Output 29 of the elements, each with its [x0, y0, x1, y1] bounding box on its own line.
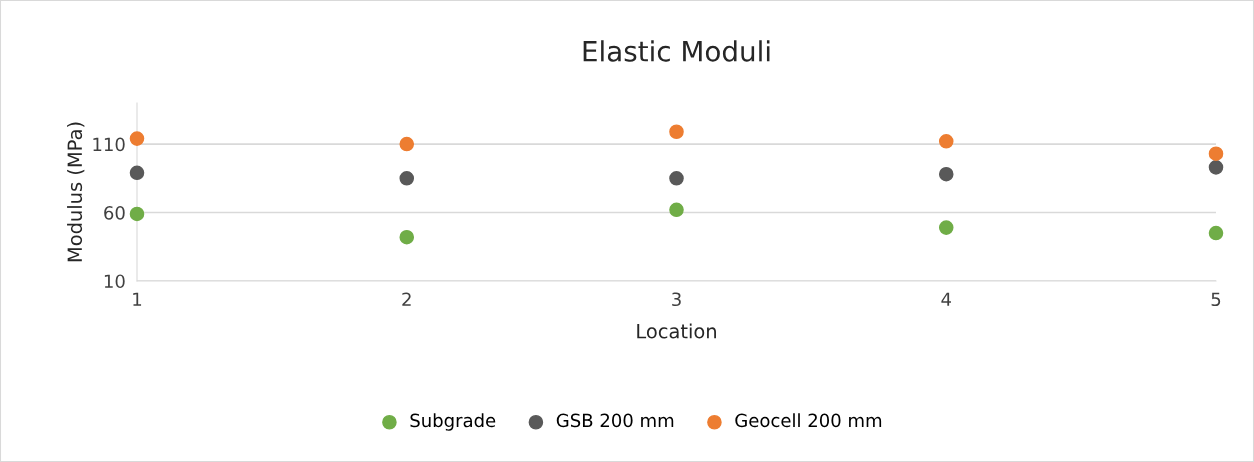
y-tick-label: 10 [104, 274, 125, 289]
point [669, 171, 684, 186]
point [938, 220, 954, 235]
point [1208, 160, 1224, 175]
point [1208, 146, 1224, 161]
x-tick-label: 2 [402, 292, 411, 306]
x-axis-title: Location [637, 323, 716, 339]
chart-title: Elastic Moduli [583, 40, 770, 62]
point [669, 124, 684, 140]
x-tick-label: 1 [133, 292, 142, 306]
point [938, 166, 954, 182]
point [129, 131, 145, 146]
point [129, 165, 145, 181]
x-tick-label: 5 [1211, 292, 1221, 307]
point [399, 171, 415, 186]
y-tick-label: 60 [104, 206, 125, 220]
y-tick-label: 110 [93, 137, 125, 152]
legend-label: GSB 200 mm [556, 413, 674, 428]
point [399, 229, 415, 245]
x-tick-label: 3 [672, 292, 681, 307]
point [1208, 225, 1224, 241]
y-axis-title: Modulus (MPa) [67, 122, 85, 262]
point [938, 134, 954, 149]
legend-label: Subgrade [410, 413, 496, 431]
point [129, 206, 145, 222]
legend-label: Geocell 200 mm [735, 413, 882, 428]
point [669, 202, 684, 218]
point [399, 136, 415, 152]
x-tick-label: 4 [941, 292, 951, 306]
